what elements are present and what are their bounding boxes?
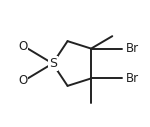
Text: Br: Br — [126, 42, 139, 55]
Text: S: S — [49, 57, 57, 70]
Text: O: O — [18, 74, 27, 87]
Text: Br: Br — [126, 72, 139, 85]
Text: O: O — [18, 40, 27, 53]
